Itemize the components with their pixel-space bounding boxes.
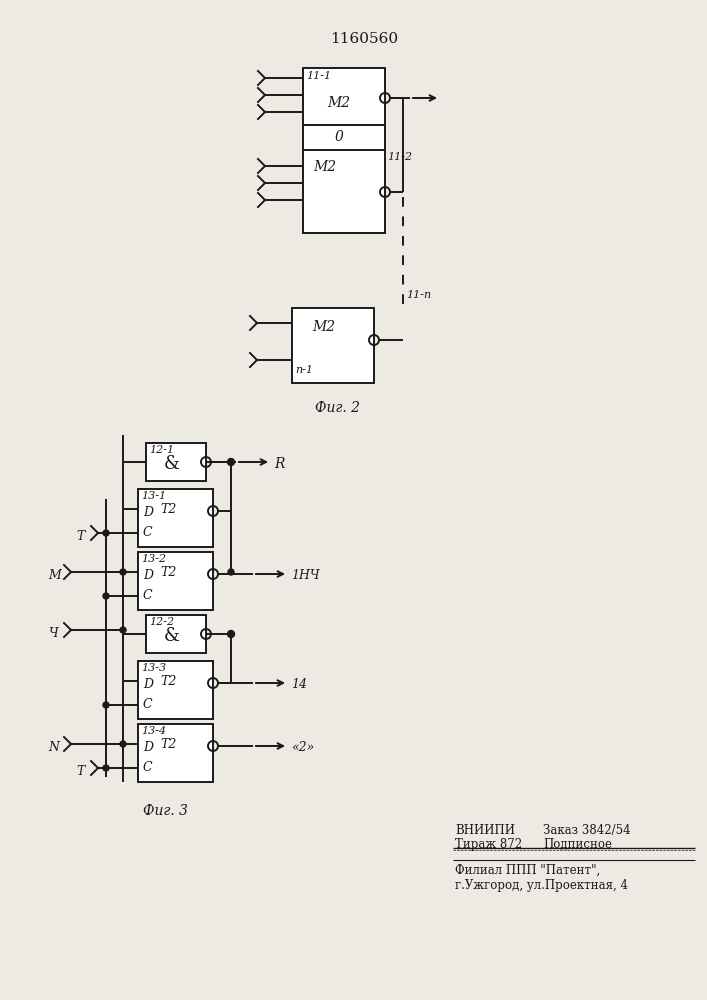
Text: C: C: [143, 698, 153, 711]
Text: T: T: [76, 765, 84, 778]
Text: ВНИИПИ: ВНИИПИ: [455, 824, 515, 837]
Text: D: D: [143, 678, 153, 691]
Text: Заказ 3842/54: Заказ 3842/54: [543, 824, 631, 837]
Text: 11-2: 11-2: [387, 152, 412, 162]
Text: M2: M2: [327, 96, 350, 110]
Text: T2: T2: [160, 738, 176, 751]
Text: C: C: [143, 589, 153, 602]
Text: M2: M2: [312, 320, 335, 334]
Text: Подписное: Подписное: [543, 838, 612, 851]
Text: 1НЧ: 1НЧ: [291, 569, 320, 582]
Text: Фиг. 3: Фиг. 3: [143, 804, 188, 818]
Circle shape: [228, 631, 235, 638]
Text: M2: M2: [313, 160, 336, 174]
Bar: [146, 615, 206, 653]
Text: D: D: [143, 741, 153, 754]
Text: 13-2: 13-2: [141, 554, 166, 564]
Text: T2: T2: [160, 503, 176, 516]
Text: R: R: [274, 457, 284, 471]
Text: п-1: п-1: [295, 365, 313, 375]
Text: Филиал ППП "Патент",: Филиал ППП "Патент",: [455, 864, 600, 877]
Circle shape: [120, 741, 126, 747]
Text: 11-1: 11-1: [306, 71, 331, 81]
Text: 14: 14: [291, 678, 307, 691]
Circle shape: [228, 458, 235, 466]
Text: C: C: [143, 761, 153, 774]
Bar: [138, 661, 213, 719]
Text: M: M: [48, 569, 61, 582]
Bar: [138, 724, 213, 782]
Circle shape: [103, 593, 109, 599]
Text: 12-1: 12-1: [149, 445, 174, 455]
Text: D: D: [143, 569, 153, 582]
Text: «2»: «2»: [291, 741, 314, 754]
Circle shape: [228, 569, 234, 575]
Text: &: &: [164, 627, 180, 645]
Text: Тираж 872: Тираж 872: [455, 838, 522, 851]
Text: 12-2: 12-2: [149, 617, 174, 627]
Circle shape: [103, 765, 109, 771]
Bar: [146, 443, 206, 481]
Text: 11-п: 11-п: [406, 290, 431, 300]
Text: D: D: [143, 506, 153, 519]
Bar: [138, 489, 213, 547]
Circle shape: [120, 569, 126, 575]
Text: Фиг. 2: Фиг. 2: [315, 401, 360, 415]
Text: &: &: [164, 455, 180, 473]
Text: T2: T2: [160, 566, 176, 579]
Circle shape: [103, 530, 109, 536]
Circle shape: [120, 627, 126, 633]
Text: 13-4: 13-4: [141, 726, 166, 736]
Text: г.Ужгород, ул.Проектная, 4: г.Ужгород, ул.Проектная, 4: [455, 879, 628, 892]
Text: Т̅: Т̅: [76, 530, 84, 543]
Text: 0: 0: [335, 130, 344, 144]
Bar: [138, 552, 213, 610]
Text: Ч: Ч: [48, 627, 58, 640]
Text: 1160560: 1160560: [330, 32, 398, 46]
Text: C: C: [143, 526, 153, 539]
Text: T2: T2: [160, 675, 176, 688]
Bar: [303, 68, 385, 233]
Text: 13-3: 13-3: [141, 663, 166, 673]
Circle shape: [103, 702, 109, 708]
Text: 13-1: 13-1: [141, 491, 166, 501]
Text: N: N: [48, 741, 59, 754]
Bar: [292, 308, 374, 383]
